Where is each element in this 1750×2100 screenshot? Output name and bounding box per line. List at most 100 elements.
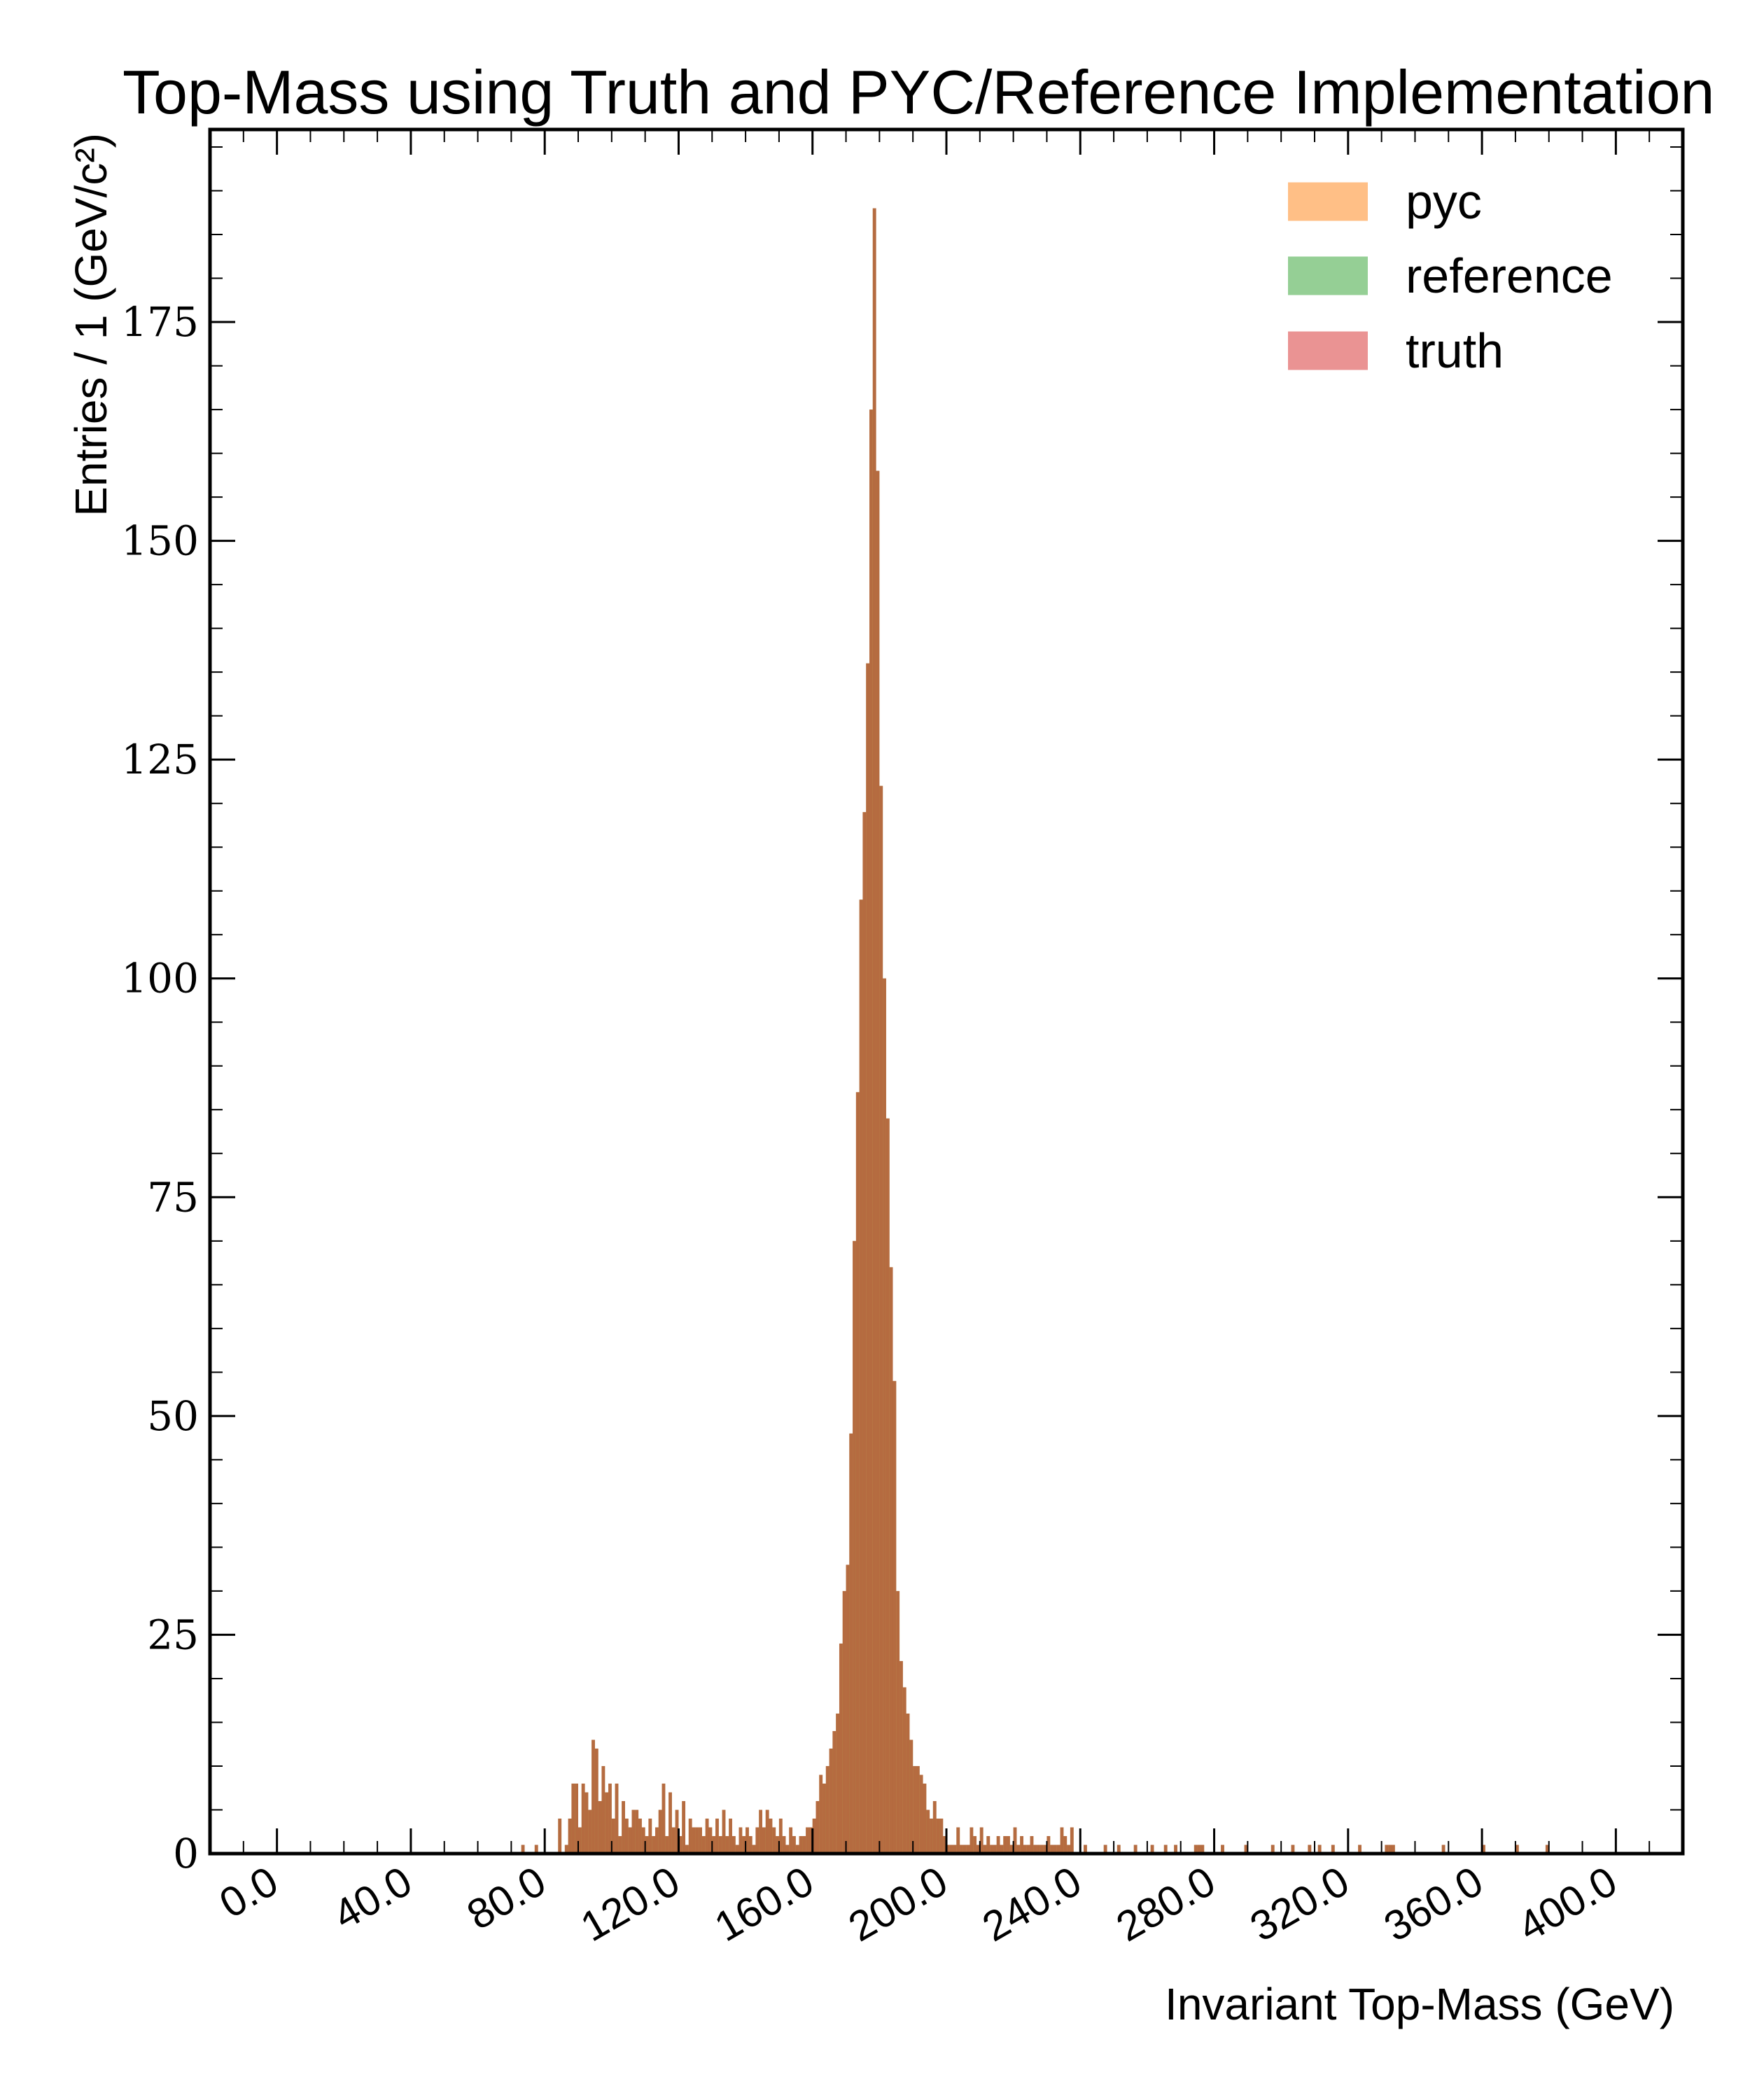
histogram-bar <box>913 1765 916 1854</box>
bar-truth <box>692 1827 696 1854</box>
histogram-bar <box>699 1827 702 1854</box>
bar-truth <box>1174 1844 1177 1854</box>
histogram-bar <box>1003 1835 1007 1854</box>
x-tick-label: 200.0 <box>841 1857 955 1950</box>
histogram-bar <box>755 1827 760 1854</box>
histogram-bar <box>993 1844 997 1854</box>
x-tick-label: 400.0 <box>1510 1857 1625 1950</box>
histogram-bar <box>923 1783 927 1854</box>
bar-truth <box>729 1818 732 1854</box>
histogram-bar <box>909 1740 913 1854</box>
bar-truth <box>1026 1844 1030 1854</box>
bar-truth <box>969 1827 974 1854</box>
histogram-bar <box>615 1783 619 1854</box>
bar-truth <box>1221 1844 1224 1854</box>
histogram-bar <box>906 1713 910 1854</box>
plot-frame <box>208 127 1685 1856</box>
bar-truth <box>1033 1844 1037 1854</box>
histogram-bar <box>943 1835 946 1854</box>
bar-truth <box>986 1835 990 1854</box>
bar-truth <box>534 1844 538 1854</box>
bar-truth <box>836 1713 839 1854</box>
bar-truth <box>782 1835 786 1854</box>
bar-truth <box>849 1433 853 1854</box>
histogram-bar <box>652 1835 655 1854</box>
bar-truth <box>923 1783 927 1854</box>
histogram-bar <box>1221 1844 1224 1854</box>
bar-truth <box>1060 1827 1064 1854</box>
histogram-bar <box>808 1827 813 1854</box>
bar-truth <box>584 1792 589 1854</box>
bar-truth <box>976 1844 980 1854</box>
x-tick-label: 120.0 <box>573 1857 687 1950</box>
histogram-bar <box>1163 1844 1168 1854</box>
legend-swatch <box>1288 331 1368 370</box>
bar-truth <box>712 1835 716 1854</box>
bar-truth <box>862 812 867 1854</box>
histogram-bar <box>701 1835 706 1854</box>
histogram-bar <box>939 1818 944 1854</box>
histogram-bar <box>708 1827 713 1854</box>
histogram-bar <box>762 1827 766 1854</box>
histogram-bar <box>1026 1844 1030 1854</box>
histogram-bar <box>836 1713 839 1854</box>
legend-item-truth: truth <box>1288 323 1504 378</box>
histogram-bar <box>594 1748 598 1854</box>
histogram-bar <box>598 1800 602 1854</box>
histogram-bar <box>842 1590 846 1854</box>
histogram-bar <box>1067 1844 1070 1854</box>
bar-truth <box>1244 1844 1248 1854</box>
histogram-bar <box>1043 1844 1047 1854</box>
histogram-bar <box>883 978 886 1854</box>
bar-truth <box>859 899 863 1854</box>
bar-truth <box>876 470 880 1854</box>
histogram-bar <box>1385 1844 1389 1854</box>
histogram-bar <box>1270 1844 1275 1854</box>
x-tick-label: 240.0 <box>974 1857 1089 1950</box>
histogram-bar <box>876 470 880 1854</box>
y-tick-label: 100 <box>121 955 199 1002</box>
bar-truth <box>932 1800 937 1854</box>
histogram-bar <box>1009 1844 1014 1854</box>
x-tick-label: 320.0 <box>1242 1857 1357 1950</box>
bar-truth <box>718 1835 722 1854</box>
histogram-bar <box>601 1765 606 1854</box>
histogram-bar <box>782 1835 786 1854</box>
histogram-bar <box>1391 1844 1395 1854</box>
bar-truth <box>652 1835 655 1854</box>
bar-truth <box>1150 1844 1154 1854</box>
bar-truth <box>1291 1844 1295 1854</box>
histogram-bar <box>973 1835 977 1854</box>
histogram-bar <box>1244 1844 1248 1854</box>
bar-truth <box>799 1835 803 1854</box>
bar-truth <box>1043 1844 1047 1854</box>
bar-truth <box>956 1827 960 1854</box>
histogram-bar <box>564 1844 568 1854</box>
histogram-bar <box>1050 1844 1054 1854</box>
bar-truth <box>953 1844 957 1854</box>
bar-truth <box>715 1818 719 1854</box>
y-tick-label: 150 <box>121 517 199 565</box>
bar-truth <box>635 1809 639 1854</box>
histogram-bar <box>1150 1844 1154 1854</box>
histogram-bar <box>1331 1844 1335 1854</box>
bar-truth <box>939 1818 944 1854</box>
histogram-bar <box>732 1835 736 1854</box>
bar-truth <box>608 1783 612 1854</box>
bar-truth <box>1070 1827 1074 1854</box>
bar-truth <box>1388 1844 1392 1854</box>
bar-truth <box>1163 1844 1168 1854</box>
bar-truth <box>943 1835 946 1854</box>
histogram-bar <box>1037 1844 1040 1854</box>
histogram-bar <box>729 1818 732 1854</box>
histogram-bar <box>806 1827 809 1854</box>
bar-truth <box>853 1240 856 1854</box>
histogram-bar <box>962 1844 967 1854</box>
bar-truth <box>879 785 883 1854</box>
bar-truth <box>996 1835 1000 1854</box>
histogram-bar <box>1046 1835 1051 1854</box>
histogram-bar <box>899 1660 903 1854</box>
bar-truth <box>1200 1844 1205 1854</box>
histogram-bar <box>1194 1844 1198 1854</box>
bar-truth <box>598 1800 602 1854</box>
